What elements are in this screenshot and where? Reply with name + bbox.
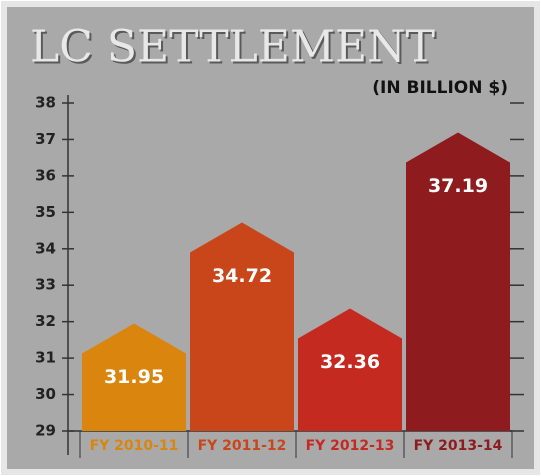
y-tick-label: 37 [35,130,56,148]
y-tick-label: 38 [35,94,56,112]
value-label: 34.72 [212,265,272,287]
y-tick-label: 36 [35,166,56,184]
y-tick-label: 33 [35,276,56,294]
bar [82,323,186,431]
y-tick-label: 31 [35,349,56,367]
bar [190,222,294,431]
chart-title-shadow: LC SETTLEMENT [32,24,437,75]
y-tick-label: 32 [35,312,56,330]
value-label: 31.95 [104,366,164,388]
y-tick-label: 30 [35,385,56,403]
x-tick-label: FY 2010-11 [90,438,179,454]
y-tick-label: 35 [35,203,56,221]
x-tick-label: FY 2011-12 [198,438,287,454]
value-label: 32.36 [320,351,380,373]
y-tick-label: 29 [35,422,56,440]
bar [298,308,402,431]
x-tick-label: FY 2013-14 [414,438,503,454]
chart-title: LC SETTLEMENT [30,22,435,73]
x-tick-label: FY 2012-13 [306,438,395,454]
y-tick-label: 34 [35,239,56,257]
chart-subtitle: (IN BILLION $) [372,78,508,98]
value-label: 37.19 [428,175,488,197]
bar [406,132,510,431]
